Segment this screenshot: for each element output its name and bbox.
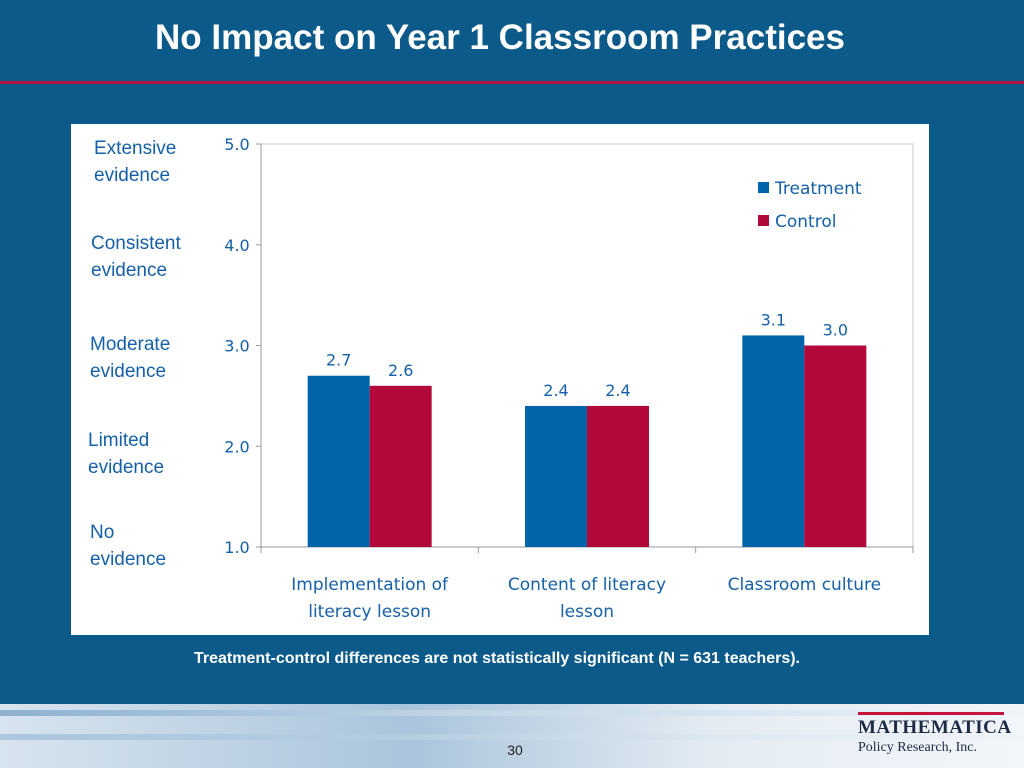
evidence-label-consistent: Consistent evidence: [91, 233, 181, 281]
data-label-control: 2.6: [388, 361, 413, 380]
data-label-control: 2.4: [605, 381, 630, 400]
evidence-label-extensive: Extensive evidence: [94, 138, 177, 186]
data-label-control: 3.0: [823, 321, 848, 340]
mathematica-logo: MATHEMATICA Policy Research, Inc.: [858, 712, 1011, 762]
y-tick-label: 1.0: [224, 538, 249, 557]
page-number: 30: [507, 742, 523, 758]
bar-treatment-2: [525, 405, 587, 547]
legend-label-treatment: Treatment: [774, 179, 862, 199]
x-category-label: Implementation of: [291, 575, 449, 595]
footer-band: [0, 704, 1024, 768]
data-label-treatment: 3.1: [761, 310, 786, 329]
logo-subtitle: Policy Research, Inc.: [858, 740, 977, 755]
bar-control-2: [587, 405, 649, 547]
evidence-label-moderate: Moderate evidence: [90, 334, 171, 382]
bar-treatment-1: [307, 375, 370, 547]
data-label-treatment: 2.7: [326, 351, 351, 370]
title-divider: [0, 81, 1024, 84]
evidence-label-none: No evidence: [90, 522, 167, 570]
x-category-label: lesson: [560, 602, 614, 622]
bar-control-3: [804, 345, 867, 547]
logo-wordmark: MATHEMATICA: [858, 717, 1012, 738]
y-tick-label: 2.0: [224, 437, 249, 456]
x-category-label: Classroom culture: [728, 575, 881, 595]
bar-control-1: [369, 385, 432, 547]
footer-stripe: [0, 734, 1024, 740]
bar-treatment-3: [742, 335, 805, 547]
data-label-treatment: 2.4: [543, 381, 568, 400]
legend-label-control: Control: [775, 212, 836, 232]
x-category-label: literacy lesson: [308, 602, 431, 622]
bar-chart: 1.0 2.0 3.0 4.0 5.0 2.7 2.6 Implementation of li…: [224, 135, 914, 622]
y-tick-label: 4.0: [224, 236, 249, 255]
footer-stripe: [0, 710, 1024, 716]
slide-title: No Impact on Year 1 Classroom Practices: [155, 18, 845, 57]
evidence-label-limited: Limited evidence: [88, 430, 165, 478]
y-tick-label: 3.0: [224, 337, 249, 356]
legend-swatch-control: [758, 215, 769, 226]
x-category-label: Content of literacy: [508, 575, 666, 595]
significance-footnote: Treatment-control differences are not st…: [194, 650, 800, 667]
logo-bar: [858, 712, 1004, 715]
legend-swatch-treatment: [758, 182, 769, 193]
y-tick-label: 5.0: [224, 135, 249, 154]
chart-panel: Extensive evidence Consistent evidence M…: [71, 124, 929, 635]
